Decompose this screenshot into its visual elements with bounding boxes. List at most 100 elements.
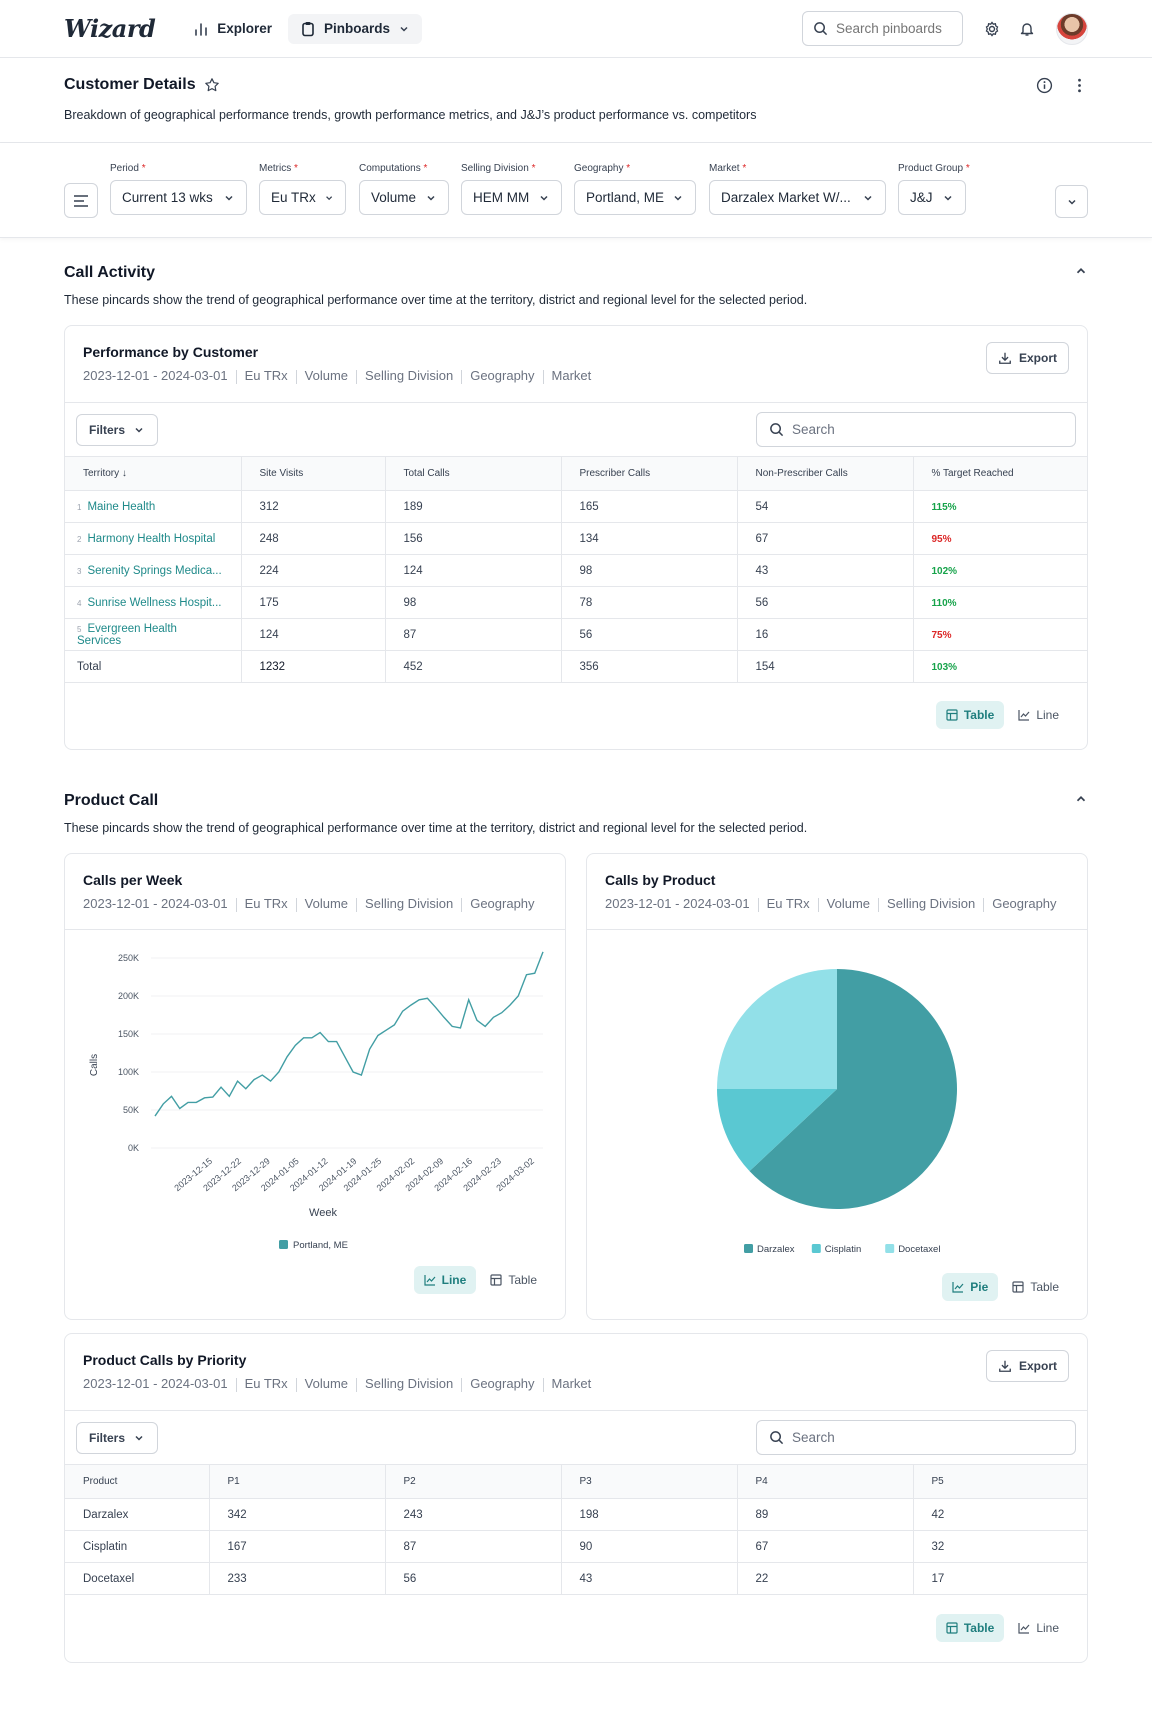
filters-button[interactable]: Filters bbox=[76, 414, 159, 446]
subtitle-geography: Geography bbox=[470, 1376, 535, 1391]
territory-link[interactable]: Evergreen Health Services bbox=[77, 622, 177, 647]
settings-button[interactable] bbox=[981, 18, 1003, 40]
subtitle-date-range: 2023-12-01 - 2024-03-01 bbox=[605, 896, 750, 911]
territory-cell[interactable]: 4 Sunrise Wellness Hospit... bbox=[65, 586, 242, 619]
selling-division-select[interactable]: HEM MM bbox=[461, 180, 562, 215]
column-header[interactable]: P2 bbox=[385, 1464, 562, 1499]
computations-select[interactable]: Volume bbox=[359, 180, 449, 215]
column-header[interactable]: Total Calls bbox=[385, 456, 562, 491]
territory-cell[interactable]: 5 Evergreen Health Services bbox=[65, 618, 242, 651]
table-header-row: Product P1 P2 P3 P4 P5 bbox=[65, 1464, 1087, 1499]
subtitle-selling-division: Selling Division bbox=[365, 896, 454, 911]
table-cell: 67 bbox=[737, 1530, 914, 1563]
territory-link[interactable]: Serenity Springs Medica... bbox=[87, 564, 222, 577]
search-icon bbox=[770, 423, 784, 437]
legend-label: Darzalex bbox=[757, 1244, 795, 1255]
subtitle-selling-division: Selling Division bbox=[365, 1376, 454, 1391]
divider bbox=[356, 1377, 358, 1392]
line-chart-icon bbox=[952, 1282, 964, 1293]
column-header[interactable]: Non-Prescriber Calls bbox=[737, 456, 914, 491]
column-header[interactable]: % Target Reached bbox=[913, 456, 1087, 491]
line-view-button[interactable]: Line bbox=[1008, 701, 1069, 729]
period-select[interactable]: Current 13 wks bbox=[110, 180, 247, 215]
nav-pinboards-label: Pinboards bbox=[324, 21, 391, 36]
table-row: 1 Maine Health 312 189 165 54 115% bbox=[65, 490, 1087, 523]
toggle-label: Table bbox=[508, 1273, 537, 1287]
required-mark: * bbox=[742, 163, 747, 174]
pinboard-search-input[interactable] bbox=[836, 21, 946, 36]
star-icon[interactable] bbox=[204, 77, 220, 93]
info-icon[interactable] bbox=[1036, 77, 1053, 94]
table-search[interactable]: Search bbox=[756, 1420, 1076, 1455]
more-filters-button[interactable] bbox=[1055, 185, 1088, 218]
table-icon bbox=[1012, 1281, 1024, 1293]
y-tick-label: 250K bbox=[118, 953, 139, 963]
page-header: Customer Details Breakdown of geographic… bbox=[0, 58, 1152, 143]
territory-cell[interactable]: 3 Serenity Springs Medica... bbox=[65, 554, 242, 587]
column-header[interactable]: P1 bbox=[209, 1464, 386, 1499]
territory-cell[interactable]: 1 Maine Health bbox=[65, 490, 242, 523]
table-icon bbox=[946, 709, 958, 721]
territory-link[interactable]: Sunrise Wellness Hospit... bbox=[87, 596, 222, 609]
column-header[interactable]: P5 bbox=[913, 1464, 1087, 1499]
subtitle-metric: Eu TRx bbox=[766, 896, 810, 911]
table-cell: 42 bbox=[913, 1498, 1087, 1531]
territory-link[interactable]: Maine Health bbox=[87, 500, 156, 513]
table-cell: 89 bbox=[737, 1498, 914, 1531]
nav-explorer[interactable]: Explorer bbox=[181, 14, 284, 44]
table-view-button[interactable]: Table bbox=[480, 1266, 547, 1294]
line-view-button[interactable]: Line bbox=[1008, 1614, 1069, 1642]
pie-slice bbox=[749, 969, 957, 1209]
calls-by-product-card: Calls by Product 2023-12-01 - 2024-03-01… bbox=[586, 853, 1088, 1320]
chevron-up-icon[interactable] bbox=[1074, 264, 1088, 278]
filter-label: Market * bbox=[709, 163, 886, 174]
toggle-label: Line bbox=[1036, 708, 1059, 722]
column-header-territory[interactable]: Territory ↓ bbox=[65, 456, 242, 491]
export-button[interactable]: Export bbox=[985, 1350, 1069, 1382]
product-group-select[interactable]: J&J bbox=[898, 180, 966, 215]
table-cell: 342 bbox=[209, 1498, 386, 1531]
performance-by-customer-card: Performance by Customer 2023-12-01 - 202… bbox=[64, 325, 1088, 750]
column-header[interactable]: Prescriber Calls bbox=[561, 456, 738, 491]
column-header[interactable]: Site Visits bbox=[241, 456, 386, 491]
table-search[interactable]: Search bbox=[756, 412, 1076, 447]
target-percent: 95% bbox=[931, 533, 952, 545]
table-cell: 54 bbox=[737, 490, 914, 523]
toggle-label: Table bbox=[1030, 1280, 1059, 1294]
table-view-button[interactable]: Table bbox=[935, 1614, 1005, 1642]
avatar[interactable] bbox=[1056, 13, 1088, 45]
chevron-up-icon[interactable] bbox=[1074, 792, 1088, 806]
subtitle-geography: Geography bbox=[470, 368, 535, 383]
filter-period: Period * Current 13 wks bbox=[110, 163, 247, 215]
divider bbox=[235, 897, 237, 912]
subtitle-metric: Eu TRx bbox=[244, 896, 288, 911]
pinboard-search[interactable] bbox=[802, 11, 963, 46]
table-cell: 67 bbox=[737, 522, 914, 555]
filter-menu-button[interactable] bbox=[64, 183, 98, 218]
market-select[interactable]: Darzalex Market W/... bbox=[709, 180, 886, 215]
geography-select[interactable]: Portland, ME bbox=[574, 180, 696, 215]
table-cell: 233 bbox=[209, 1562, 386, 1595]
nav-pinboards[interactable]: Pinboards bbox=[288, 13, 423, 44]
card-subtitle: 2023-12-01 - 2024-03-01 Eu TRx Volume Selli… bbox=[83, 896, 535, 912]
territory-cell[interactable]: 2 Harmony Health Hospital bbox=[65, 522, 242, 555]
territory-link[interactable]: Harmony Health Hospital bbox=[87, 532, 216, 545]
toggle-label: Line bbox=[1036, 1621, 1059, 1635]
line-view-button[interactable]: Line bbox=[413, 1266, 477, 1294]
subtitle-metric: Eu TRx bbox=[244, 368, 288, 383]
legend-label: Portland, ME bbox=[293, 1240, 348, 1251]
column-header[interactable]: P4 bbox=[737, 1464, 914, 1499]
filter-bar: Period * Current 13 wks Metrics * Eu TRx… bbox=[0, 143, 1152, 238]
pie-view-button[interactable]: Pie bbox=[942, 1273, 999, 1301]
metrics-select[interactable]: Eu TRx bbox=[259, 180, 346, 215]
table-view-button[interactable]: Table bbox=[935, 701, 1005, 729]
calls-by-product-chart: Darzalex Cisplatin Docetaxel bbox=[717, 969, 957, 1255]
table-cell: 1232 bbox=[241, 650, 386, 683]
column-header[interactable]: Product bbox=[65, 1464, 210, 1499]
export-button[interactable]: Export bbox=[985, 342, 1069, 374]
table-view-button[interactable]: Table bbox=[1002, 1273, 1069, 1301]
filters-button[interactable]: Filters bbox=[76, 1422, 159, 1454]
more-vertical-icon[interactable] bbox=[1071, 77, 1088, 94]
column-header[interactable]: P3 bbox=[561, 1464, 738, 1499]
notifications-button[interactable] bbox=[1016, 18, 1038, 40]
